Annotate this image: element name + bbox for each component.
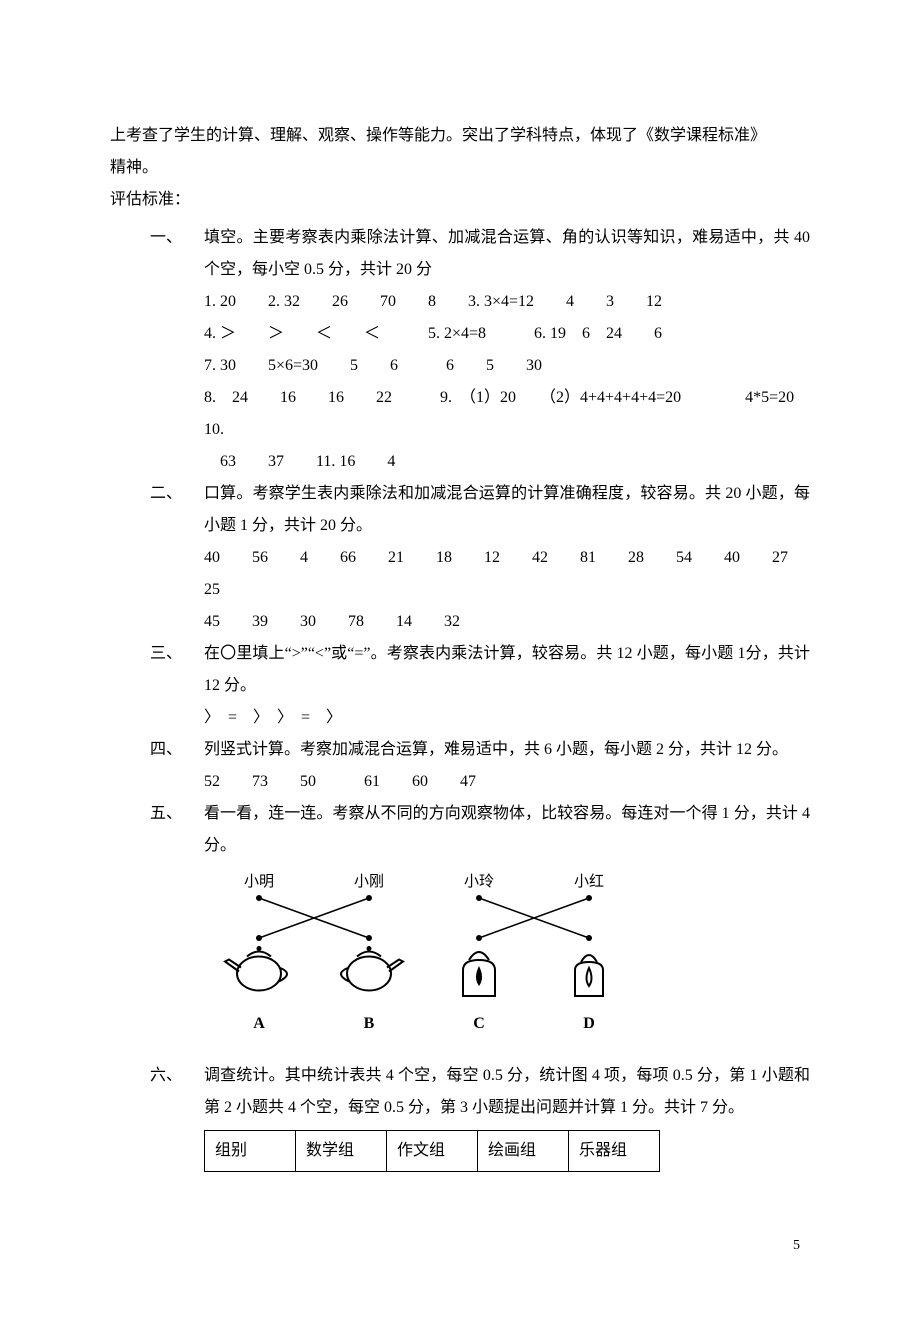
group-table: 组别 数学组 作文组 绘画组 乐器组 <box>204 1130 660 1172</box>
section-2-line-0: 40 56 4 66 21 18 12 42 81 28 54 40 27 25 <box>204 542 810 606</box>
section-1-desc: 填空。主要考察表内乘除法计算、加减混合运算、角的认识等知识，难易适中，共 40 … <box>204 222 810 286</box>
section-5-desc: 看一看，连一连。考察从不同的方向观察物体，比较容易。每连对一个得 1 分，共计 … <box>204 798 810 862</box>
section-5: 五、 看一看，连一连。考察从不同的方向观察物体，比较容易。每连对一个得 1 分，… <box>150 798 810 862</box>
table-cell: 绘画组 <box>478 1131 569 1172</box>
section-6-desc: 调查统计。其中统计表共 4 个空，每空 0.5 分，统计图 4 项，每项 0.5… <box>204 1060 810 1124</box>
table-row: 组别 数学组 作文组 绘画组 乐器组 <box>205 1131 660 1172</box>
table-cell: 乐器组 <box>569 1131 660 1172</box>
section-1-line-4: 63 37 11. 16 4 <box>204 446 810 478</box>
svg-text:小刚: 小刚 <box>354 873 384 890</box>
criteria-label: 评估标准： <box>110 184 810 216</box>
section-6: 六、 调查统计。其中统计表共 4 个空，每空 0.5 分，统计图 4 项，每项 … <box>150 1060 810 1124</box>
section-3-num: 三、 <box>150 638 204 670</box>
section-1-num: 一、 <box>150 222 204 254</box>
section-2-desc: 口算。考察学生表内乘除法和加减混合运算的计算准确程度，较容易。共 20 小题，每… <box>204 478 810 542</box>
matching-diagram-wrap: 小明 小刚 小玲 小红 A B C D <box>204 868 810 1050</box>
section-1-line-3: 8. 24 16 16 22 9. （1）20 （2）4+4+4+4+4=20 … <box>204 382 810 446</box>
section-3-desc: 在〇里填上“>”“<”或“=”。考察表内乘法计算，较容易。共 12 小题，每小题… <box>204 638 810 702</box>
svg-text:小红: 小红 <box>574 873 604 890</box>
intro-line-2: 精神。 <box>110 152 810 184</box>
section-5-num: 五、 <box>150 798 204 830</box>
section-4: 四、 列竖式计算。考察加减混合运算，难易适中，共 6 小题，每小题 2 分，共计… <box>150 734 810 766</box>
table-cell: 作文组 <box>387 1131 478 1172</box>
section-2-line-1: 45 39 30 78 14 32 <box>204 606 810 638</box>
page-number: 5 <box>110 1232 810 1260</box>
section-4-line-0: 52 73 50 61 60 47 <box>204 766 810 798</box>
matching-diagram: 小明 小刚 小玲 小红 A B C D <box>204 868 634 1038</box>
section-2: 二、 口算。考察学生表内乘除法和加减混合运算的计算准确程度，较容易。共 20 小… <box>150 478 810 542</box>
section-1: 一、 填空。主要考察表内乘除法计算、加减混合运算、角的认识等知识，难易适中，共 … <box>150 222 810 286</box>
section-3: 三、 在〇里填上“>”“<”或“=”。考察表内乘法计算，较容易。共 12 小题，… <box>150 638 810 702</box>
svg-text:小明: 小明 <box>244 873 274 890</box>
section-1-line-1: 4. ＞ ＞ ＜ ＜ 5. 2×4=8 6. 19 6 24 6 <box>204 318 810 350</box>
svg-text:B: B <box>364 1015 375 1032</box>
intro-line-1: 上考查了学生的计算、理解、观察、操作等能力。突出了学科特点，体现了《数学课程标准… <box>110 120 810 152</box>
table-cell: 组别 <box>205 1131 296 1172</box>
section-1-line-2: 7. 30 5×6=30 5 6 6 5 30 <box>204 350 810 382</box>
section-list: 一、 填空。主要考察表内乘除法计算、加减混合运算、角的认识等知识，难易适中，共 … <box>110 222 810 1172</box>
section-4-num: 四、 <box>150 734 204 766</box>
svg-text:C: C <box>473 1015 485 1032</box>
table-cell: 数学组 <box>296 1131 387 1172</box>
section-2-num: 二、 <box>150 478 204 510</box>
section-6-num: 六、 <box>150 1060 204 1092</box>
svg-text:D: D <box>583 1015 595 1032</box>
svg-text:A: A <box>253 1015 265 1032</box>
svg-text:小玲: 小玲 <box>464 873 494 890</box>
section-1-line-0: 1. 20 2. 32 26 70 8 3. 3×4=12 4 3 12 <box>204 286 810 318</box>
section-4-desc: 列竖式计算。考察加减混合运算，难易适中，共 6 小题，每小题 2 分，共计 12… <box>204 734 810 766</box>
section-3-line-0: 〉 = 〉 〉 = 〉 <box>204 702 810 734</box>
